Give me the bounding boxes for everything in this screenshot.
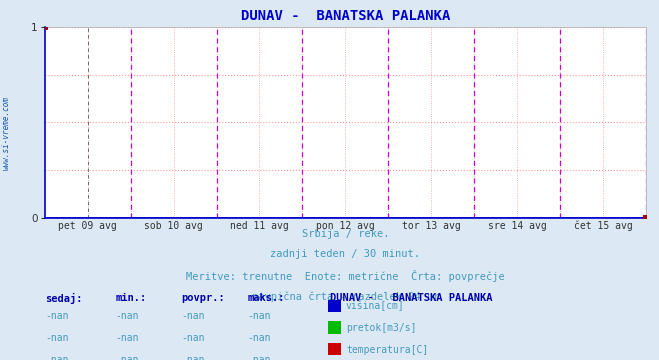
Text: -nan: -nan xyxy=(181,311,205,321)
Text: -nan: -nan xyxy=(247,311,271,321)
Text: sedaj:: sedaj: xyxy=(45,293,82,305)
Text: -nan: -nan xyxy=(45,355,69,360)
Text: višina[cm]: višina[cm] xyxy=(346,301,405,311)
Text: navpična črta - razdelek 24 ur: navpična črta - razdelek 24 ur xyxy=(252,291,439,302)
Text: -nan: -nan xyxy=(247,333,271,343)
Text: Meritve: trenutne  Enote: metrične  Črta: povprečje: Meritve: trenutne Enote: metrične Črta: … xyxy=(186,270,505,282)
Text: -nan: -nan xyxy=(45,333,69,343)
Text: -nan: -nan xyxy=(115,333,139,343)
Text: -nan: -nan xyxy=(247,355,271,360)
Text: -nan: -nan xyxy=(181,333,205,343)
Text: maks.:: maks.: xyxy=(247,293,285,303)
Text: povpr.:: povpr.: xyxy=(181,293,225,303)
Text: DUNAV -   BANATSKA PALANKA: DUNAV - BANATSKA PALANKA xyxy=(330,293,492,303)
Text: -nan: -nan xyxy=(45,311,69,321)
Text: min.:: min.: xyxy=(115,293,146,303)
Text: -nan: -nan xyxy=(115,355,139,360)
Title: DUNAV -  BANATSKA PALANKA: DUNAV - BANATSKA PALANKA xyxy=(241,9,450,23)
Text: temperatura[C]: temperatura[C] xyxy=(346,345,428,355)
Text: Srbija / reke.: Srbija / reke. xyxy=(302,229,389,239)
Text: -nan: -nan xyxy=(181,355,205,360)
Text: www.si-vreme.com: www.si-vreme.com xyxy=(2,96,11,170)
Text: -nan: -nan xyxy=(115,311,139,321)
Text: pretok[m3/s]: pretok[m3/s] xyxy=(346,323,416,333)
Text: zadnji teden / 30 minut.: zadnji teden / 30 minut. xyxy=(270,249,420,260)
